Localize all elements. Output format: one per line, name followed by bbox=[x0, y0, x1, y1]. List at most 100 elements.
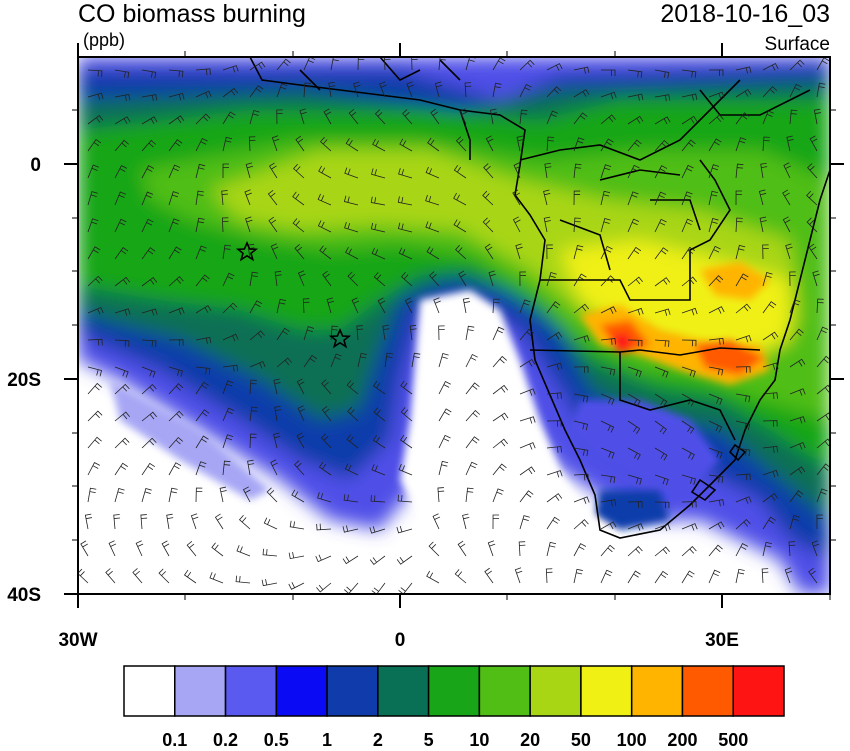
wind-barb bbox=[807, 163, 818, 179]
wind-barb bbox=[168, 191, 180, 206]
wind-barb bbox=[346, 380, 359, 395]
wind-barb bbox=[344, 167, 359, 179]
wind-barb bbox=[761, 568, 769, 584]
wind-barb bbox=[323, 108, 332, 125]
wind-barb bbox=[816, 438, 830, 449]
colorbar-label: 5 bbox=[423, 730, 434, 750]
wind-barb bbox=[484, 567, 494, 584]
wind-barb bbox=[235, 575, 251, 584]
wind-barb bbox=[262, 548, 278, 557]
wind-barb bbox=[654, 447, 668, 461]
wind-barb bbox=[351, 297, 360, 314]
wind-barb bbox=[195, 68, 211, 76]
wind-barb bbox=[356, 325, 364, 341]
wind-barb bbox=[546, 63, 563, 71]
wind-barb bbox=[303, 326, 315, 341]
wind-barb bbox=[195, 409, 210, 422]
wind-barb bbox=[222, 272, 235, 287]
wind-barb bbox=[372, 435, 386, 449]
wind-barb bbox=[464, 82, 472, 98]
wind-barb bbox=[114, 462, 128, 476]
wind-barb bbox=[370, 222, 386, 233]
wind-barb bbox=[141, 411, 157, 422]
wind-barb bbox=[519, 515, 530, 530]
wind-barb bbox=[735, 447, 751, 457]
wind-barb bbox=[276, 327, 290, 341]
wind-barb bbox=[627, 366, 642, 378]
wind-barb bbox=[735, 244, 746, 260]
wind-barb bbox=[546, 362, 563, 370]
lon-tick-label: 30W bbox=[58, 630, 97, 651]
wind-barb bbox=[789, 299, 801, 314]
wind-barb bbox=[600, 521, 617, 530]
wind-barb bbox=[398, 247, 413, 260]
wind-barb bbox=[135, 540, 144, 557]
wind-barb bbox=[214, 513, 224, 530]
wind-barb bbox=[600, 420, 615, 433]
wind-barb bbox=[330, 353, 342, 368]
wind-barb bbox=[627, 546, 643, 557]
units-label: (ppb) bbox=[83, 30, 126, 50]
wind-barb bbox=[268, 162, 278, 179]
wind-barb bbox=[455, 136, 467, 152]
wind-barb bbox=[276, 298, 287, 314]
colorbar-swatch bbox=[681, 665, 734, 717]
wind-barb bbox=[627, 501, 643, 508]
wind-barb bbox=[513, 162, 522, 179]
wind-barb bbox=[291, 489, 305, 503]
wind-barb bbox=[600, 69, 616, 76]
wind-barb bbox=[627, 93, 644, 101]
wind-barb bbox=[573, 66, 590, 74]
wind-barb bbox=[195, 163, 206, 179]
wind-barb bbox=[399, 434, 413, 449]
wind-barb bbox=[425, 194, 440, 206]
wind-barb bbox=[141, 247, 156, 260]
colorbar-label: 1 bbox=[322, 730, 333, 750]
colorbar-label: 20 bbox=[520, 730, 541, 750]
wind-barb bbox=[80, 540, 89, 557]
wind-barb bbox=[465, 487, 474, 503]
wind-barb bbox=[708, 569, 721, 584]
wind-barb bbox=[627, 115, 644, 125]
wind-barb bbox=[317, 193, 332, 206]
wind-barb bbox=[681, 191, 693, 206]
wind-barb bbox=[573, 137, 585, 152]
wind-barb bbox=[654, 247, 669, 260]
wind-barb bbox=[87, 218, 99, 233]
wind-barb bbox=[168, 410, 184, 422]
wind-barb bbox=[455, 244, 467, 260]
wind-barb bbox=[141, 191, 154, 206]
wind-barb bbox=[708, 306, 725, 314]
colorbar-swatch bbox=[275, 665, 328, 717]
wind-barb bbox=[425, 166, 440, 179]
wind-barb bbox=[404, 297, 413, 314]
wind-barb bbox=[321, 379, 332, 395]
wind-barb bbox=[735, 217, 743, 233]
wind-barb bbox=[735, 137, 747, 152]
wind-barb bbox=[600, 499, 617, 507]
wind-barb bbox=[789, 328, 804, 341]
wind-barb bbox=[762, 244, 769, 260]
wind-barb bbox=[438, 434, 451, 449]
wind-barb bbox=[195, 113, 211, 125]
wind-barb bbox=[296, 432, 305, 449]
colorbar-swatch bbox=[326, 665, 379, 717]
wind-barb bbox=[168, 115, 185, 125]
wind-barb bbox=[573, 163, 582, 179]
wind-barb bbox=[114, 488, 125, 503]
colorbar-label: 50 bbox=[570, 730, 591, 750]
wind-barb bbox=[268, 216, 278, 233]
wind-barb bbox=[249, 330, 265, 341]
wind-barb bbox=[114, 218, 127, 233]
wind-barb bbox=[222, 364, 239, 372]
wind-barb bbox=[438, 57, 446, 71]
wind-barb bbox=[573, 447, 589, 457]
wind-barb bbox=[492, 82, 502, 98]
wind-barb bbox=[681, 545, 697, 557]
wind-barb bbox=[195, 245, 207, 260]
wind-barb bbox=[681, 218, 694, 233]
wind-barb bbox=[816, 412, 830, 422]
colorbar-label: 200 bbox=[667, 730, 698, 750]
wind-barb bbox=[222, 434, 234, 449]
wind-barb bbox=[789, 109, 798, 125]
